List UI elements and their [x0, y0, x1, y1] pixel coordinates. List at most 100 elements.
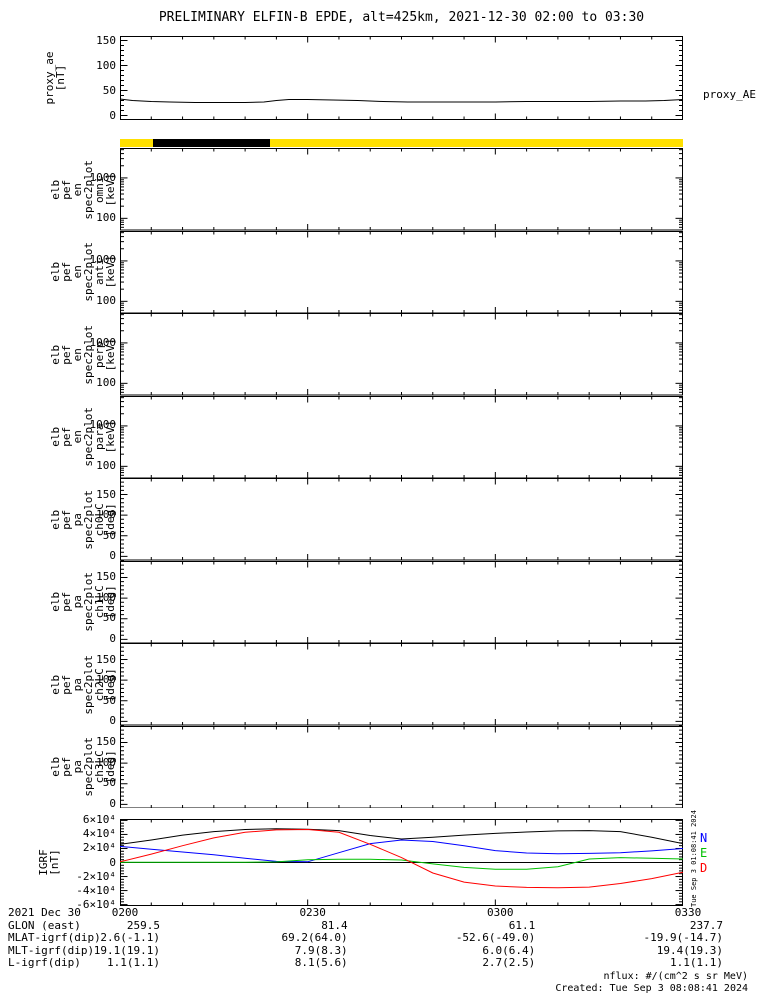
ephemeris-row-label: MLAT-igrf(dip) — [8, 931, 101, 944]
ephemeris-cell: 19.1(19.1) — [93, 943, 160, 957]
panel-plot-proxy_ae — [120, 36, 683, 120]
y-tick-label: 0 — [109, 631, 116, 645]
y-tick-label: 6×10⁴ — [82, 813, 116, 827]
ephemeris-cell: 1.1(1.1) — [107, 956, 160, 969]
y-tick-label: 0 — [109, 796, 116, 810]
y-tick-label: 1000 — [89, 335, 117, 349]
ephemeris-cell: 69.2(64.0) — [281, 931, 348, 944]
series-Btotal — [120, 828, 683, 845]
panel-pa-ch1lc — [120, 560, 683, 643]
y-tick-label: 4×10⁴ — [82, 827, 116, 841]
panel-pa-ch2lc — [120, 643, 683, 726]
vertical-timestamp: Tue Sep 3 01:08:41 2024 — [690, 810, 698, 907]
status-segment — [152, 139, 270, 147]
y-tick-label: -2×10⁴ — [76, 869, 116, 883]
y-tick-label: -4×10⁴ — [76, 883, 116, 897]
ephemeris-cell: 2.6(-1.1) — [100, 931, 160, 944]
ephemeris-cell: 0230 — [299, 906, 326, 919]
proxy-ae-curve-label: proxy_AE — [703, 88, 756, 101]
page-title: PRELIMINARY ELFIN-B EPDE, alt=425km, 202… — [158, 10, 645, 25]
y-tick-label: 0 — [109, 549, 116, 563]
panel-plot-igrf — [120, 819, 683, 906]
y-tick-label: 100 — [96, 508, 116, 522]
panel-y-axis-label: elb pef en spec2plot para [keV] — [49, 406, 117, 467]
panel-en-omni — [120, 148, 683, 231]
panel-y-axis-label: elb pef en spec2plot omni [keV] — [49, 159, 117, 220]
ephemeris-cell: 0200 — [111, 906, 139, 919]
panel-plot-en_para — [120, 395, 683, 478]
series-proxy_AE — [120, 98, 683, 103]
y-tick-label: 1000 — [89, 418, 117, 432]
panel-en-para — [120, 395, 683, 478]
panel-en-perp — [120, 313, 683, 396]
panel-y-axis-label: elb pef pa spec2plot ch3LC [deg] — [49, 736, 117, 797]
y-tick-label: 100 — [96, 58, 116, 72]
panel-plot-pa_ch1lc — [120, 560, 683, 643]
ephemeris-cell: 81.4 — [321, 918, 348, 932]
ephemeris-cell: 6.0(6.4) — [482, 943, 536, 957]
panel-y-axis-label: proxy_ae [nT] — [43, 51, 67, 105]
legend-entry-D: D — [700, 861, 708, 875]
y-tick-label: 2×10⁴ — [82, 841, 116, 855]
series-E — [120, 857, 683, 870]
legend-entry-E: E — [700, 846, 708, 860]
flux-units-note: nflux: #/(cm^2 s sr MeV) — [603, 971, 749, 982]
spacecraft-status-bar — [120, 139, 683, 147]
ephemeris-cell: 2.7(2.5) — [482, 956, 536, 969]
y-tick-label: 100 — [96, 376, 116, 390]
y-tick-label: 150 — [96, 33, 116, 47]
panel-y-axis-label: elb pef pa spec2plot ch1LC [deg] — [49, 571, 117, 632]
panel-plot-en_omni — [120, 148, 683, 231]
ephemeris-cell: 0300 — [487, 906, 514, 919]
y-tick-label: 0 — [109, 855, 116, 869]
ephemeris-cell: 237.7 — [689, 918, 723, 932]
ephemeris-row-label: 2021 Dec 30 — [8, 906, 81, 919]
created-timestamp: Created: Tue Sep 3 08:08:41 2024 — [555, 983, 748, 994]
panel-plot-en_anti — [120, 230, 683, 313]
panel-en-anti — [120, 230, 683, 313]
ephemeris-cell: 19.4(19.3) — [656, 943, 723, 957]
y-tick-label: 50 — [102, 611, 116, 625]
panel-y-axis-label: elb pef en spec2plot anti [keV] — [49, 241, 117, 302]
y-tick-label: 150 — [96, 570, 116, 583]
panel-y-axis-label: elb pef pa spec2plot ch2LC [deg] — [49, 654, 117, 715]
y-tick-label: 0 — [109, 108, 116, 122]
panel-plot-pa_ch2lc — [120, 643, 683, 726]
panel-y-axis-label: IGRF [nT] — [37, 849, 61, 876]
ephemeris-row-label: GLON (east) — [8, 918, 81, 932]
panel-pa-ch0lc — [120, 478, 683, 561]
y-tick-label: 150 — [96, 735, 116, 748]
y-tick-label: 50 — [102, 776, 116, 790]
panel-y-axis-label: elb pef en spec2plot perp [keV] — [49, 324, 117, 385]
series-N — [120, 839, 683, 863]
ephemeris-cell: -52.6(-49.0) — [455, 931, 536, 944]
panel-pa-ch3lc — [120, 725, 683, 808]
ephemeris-cell: 0330 — [674, 906, 702, 919]
y-tick-label: 0 — [109, 714, 116, 728]
y-tick-label: 1000 — [89, 170, 117, 184]
ephemeris-cell: 8.1(5.6) — [294, 956, 348, 969]
ephemeris-cell: 259.5 — [126, 918, 160, 932]
panel-plot-pa_ch0lc — [120, 478, 683, 561]
y-tick-label: 50 — [102, 693, 116, 707]
status-segment — [120, 139, 153, 147]
y-tick-label: 100 — [96, 590, 116, 604]
y-tick-label: 100 — [96, 755, 116, 769]
panel-plot-en_perp — [120, 313, 683, 396]
y-tick-label: 100 — [96, 673, 116, 687]
ephemeris-row-label: MLT-igrf(dip) — [8, 943, 95, 957]
panel-igrf — [120, 819, 683, 906]
panel-proxy-ae — [120, 36, 683, 120]
ephemeris-cell: 7.9(8.3) — [294, 943, 348, 957]
ephemeris-cell: -19.9(-14.7) — [643, 931, 723, 944]
ephemeris-cell: 1.1(1.1) — [670, 956, 723, 969]
y-tick-label: 100 — [96, 293, 116, 307]
y-tick-label: 50 — [102, 528, 116, 542]
panel-plot-pa_ch3lc — [120, 725, 683, 808]
panel-y-axis-label: elb pef pa spec2plot ch0LC [deg] — [49, 489, 117, 550]
y-tick-label: 1000 — [89, 253, 117, 267]
y-tick-label: -6×10⁴ — [76, 897, 116, 911]
y-tick-label: 100 — [96, 211, 116, 225]
